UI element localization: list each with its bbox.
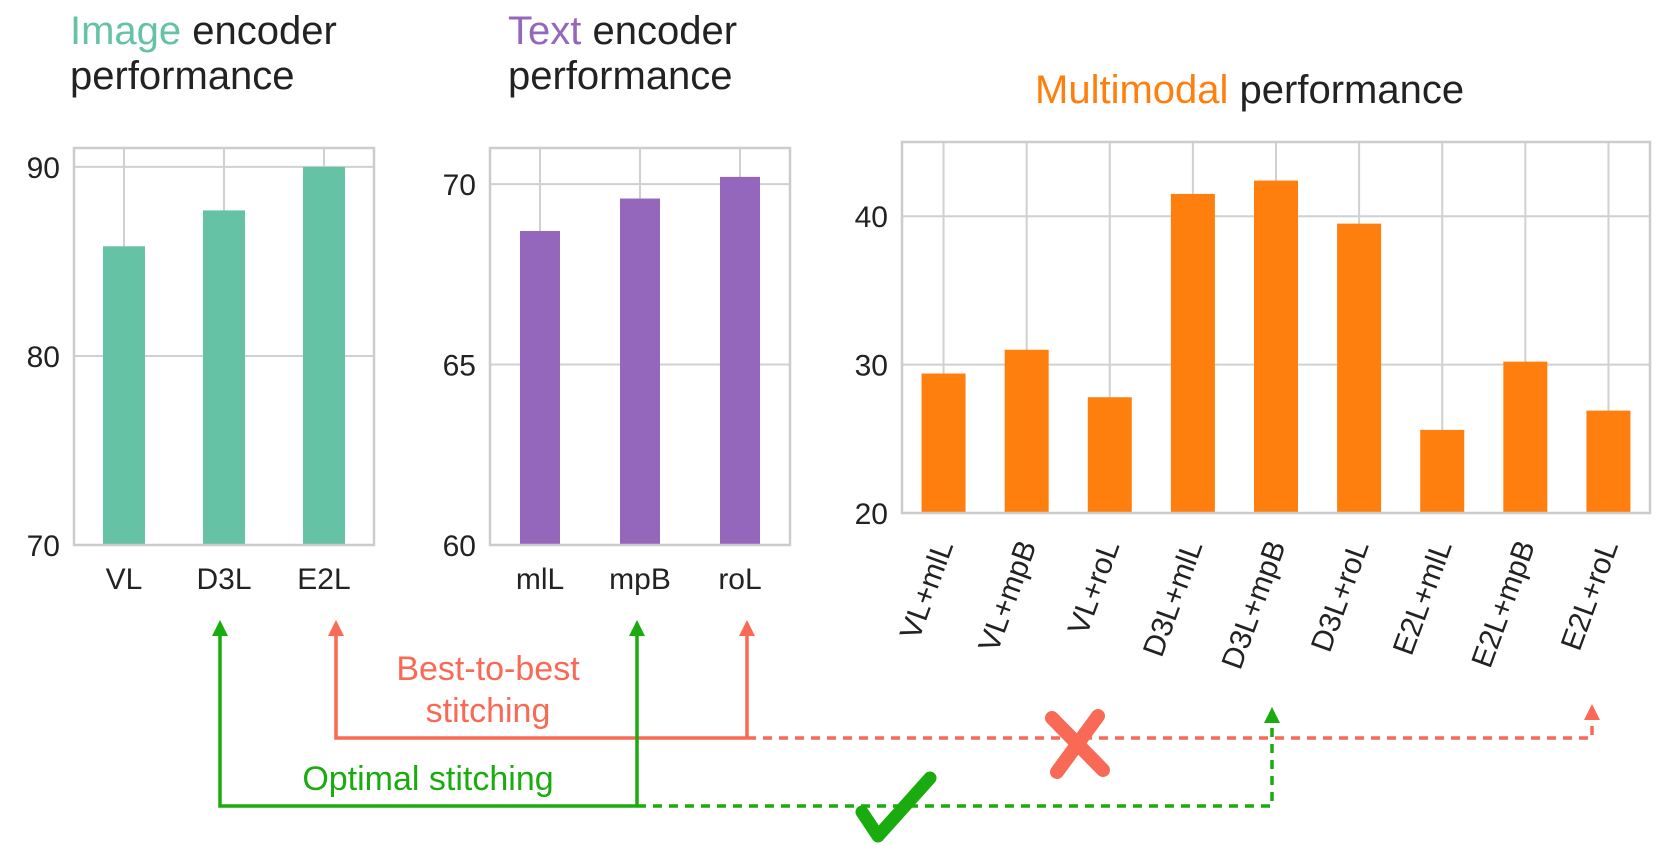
text-bar [520,231,560,545]
multi-xtick-label: VL+mpB [973,536,1044,656]
multi-bar [921,373,966,513]
multi-bar [1170,193,1215,513]
best-arrowhead-e2l [328,620,344,636]
multi-xtick-label: E2L+mpB [1466,536,1542,672]
multi-ytick-label: 30 [855,350,888,383]
text-title-line2: performance [508,54,733,98]
multi-xtick-label: VL+roL [1062,536,1126,639]
text-ytick-label: 60 [443,530,476,563]
image-encoder-chart: 70 80 90 VL D3L E2L [27,146,376,596]
best-to-best-connector [334,633,1594,740]
text-bar [720,176,760,545]
image-xtick-label: D3L [196,563,251,596]
image-title: Image encoder [70,9,337,53]
multi-title: Multimodal performance [1035,68,1464,112]
text-xtick-label: mpB [609,563,671,596]
image-ytick-label: 70 [27,530,60,563]
text-ytick-label: 65 [443,350,476,383]
image-bar [303,166,345,545]
multi-xtick-label: E2L+roL [1555,536,1625,655]
multi-bar [1420,429,1465,513]
image-ytick-label: 90 [27,152,60,185]
text-bar [620,198,660,545]
multi-xtick-label: E2L+mlL [1387,536,1459,659]
multi-bar [1586,410,1631,513]
multi-xtick-label: VL+mlL [894,536,960,644]
image-frame [72,146,376,547]
best-arrowhead-rol [739,620,755,636]
image-title-highlight: Image [70,9,181,53]
text-xtick-label: mlL [516,563,564,596]
best-dashed-line [747,718,1594,740]
image-bar [203,210,245,545]
text-frame [488,146,792,547]
optimal-label: Optimal stitching [302,760,553,798]
multi-xtick-label: D3L+mpB [1216,536,1293,673]
image-title-line2: performance [70,54,295,98]
best-arrowhead-e2l-rol [1584,704,1600,720]
multi-bar [1087,397,1132,513]
multi-bar [1503,361,1548,513]
text-title: Text encoder [508,9,737,53]
text-ytick-label: 70 [443,169,476,202]
multi-ytick-label: 40 [855,201,888,234]
image-xtick-label: E2L [297,563,350,596]
cross-icon [1045,709,1110,779]
best-label-line1: Best-to-best [396,650,580,688]
text-encoder-chart: 60 65 70 mlL mpB roL [443,146,792,596]
optimal-connector [218,633,1274,808]
image-title-rest: encoder [181,9,337,53]
image-ytick-label: 80 [27,341,60,374]
multi-ytick-label: 20 [855,498,888,531]
multi-bar [1337,223,1382,513]
optimal-line-left [218,633,637,808]
multi-bar [1254,180,1298,514]
multimodal-chart: 20 30 40 VL+mlL VL+mpB VL+roL D3L+mlL D3L+mpB D3… [855,140,1652,674]
optimal-arrowhead-mpb [629,620,645,636]
best-label-line2: stitching [426,692,551,730]
multi-xtick-label: D3L+mlL [1137,536,1209,661]
multi-frame [900,140,1652,515]
multi-bar [1004,349,1049,513]
optimal-arrowhead-d3l [212,620,228,636]
optimal-dashed-line [637,722,1274,808]
multi-xtick-label: D3L+roL [1305,536,1376,656]
multi-title-highlight: Multimodal [1035,68,1228,112]
image-xtick-label: VL [106,563,143,596]
text-xtick-label: roL [718,563,761,596]
checkmark-icon [855,771,937,843]
optimal-arrowhead-d3l-mpb [1264,707,1280,723]
best-line-left [334,633,747,740]
text-title-rest: encoder [581,9,737,53]
multi-title-rest: performance [1228,68,1464,112]
text-title-highlight: Text [508,9,581,53]
image-bar [103,246,145,546]
